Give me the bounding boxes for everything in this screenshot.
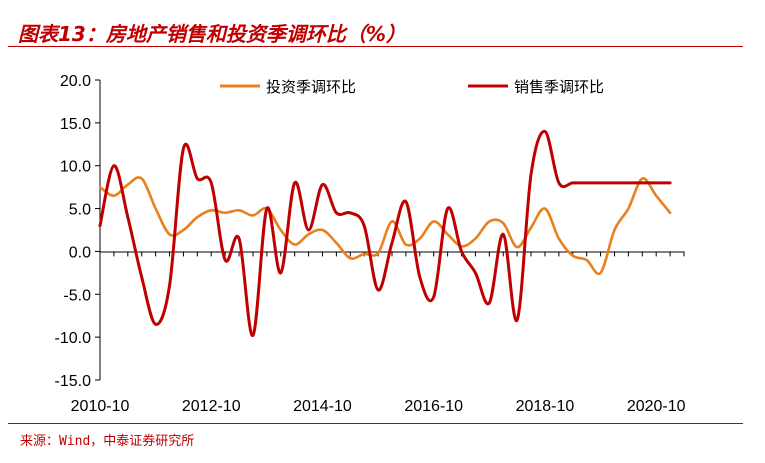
y-tick-label: 15.0	[60, 116, 91, 133]
legend: 投资季调环比 销售季调环比	[220, 78, 604, 96]
x-tick-label: 2016-10	[404, 398, 463, 415]
chart-canvas: 20.0 15.0 10.0 5.0 0.0 -5.0 -10.0 -15.0 2010-10…	[55, 73, 686, 415]
y-tick-label: 10.0	[60, 159, 91, 176]
title-divider	[8, 46, 743, 47]
x-tick-label: 2018-10	[516, 398, 575, 415]
y-tick-label: -15.0	[55, 373, 92, 390]
x-tick-label: 2010-10	[71, 398, 130, 415]
legend-label-1: 投资季调环比	[266, 78, 356, 96]
y-axis-ticks: 20.0 15.0 10.0 5.0 0.0 -5.0 -10.0 -15.0	[55, 73, 100, 390]
x-tick-label: 2014-10	[293, 398, 352, 415]
series-line-2	[98, 129, 672, 337]
y-tick-label: 5.0	[69, 202, 91, 219]
x-tick-label: 2012-10	[182, 398, 241, 415]
y-tick-label: 0.0	[69, 244, 91, 261]
legend-label-2: 销售季调环比	[514, 78, 604, 96]
footer-divider	[8, 423, 743, 424]
x-axis-ticks: 2010-10 2012-10 2014-10 2016-10 2018-10 2020-…	[71, 251, 686, 415]
y-tick-label: 20.0	[60, 73, 91, 90]
y-tick-label: -5.0	[63, 287, 91, 304]
series-layer	[98, 129, 672, 337]
y-tick-label: -10.0	[55, 330, 92, 347]
chart-title: 图表13：房地产销售和投资季调环比（%）	[18, 22, 406, 46]
source-note: 来源：Wind，中泰证券研究所	[20, 434, 195, 449]
x-tick-label: 2020-10	[627, 398, 686, 415]
series-line-1	[98, 176, 672, 276]
